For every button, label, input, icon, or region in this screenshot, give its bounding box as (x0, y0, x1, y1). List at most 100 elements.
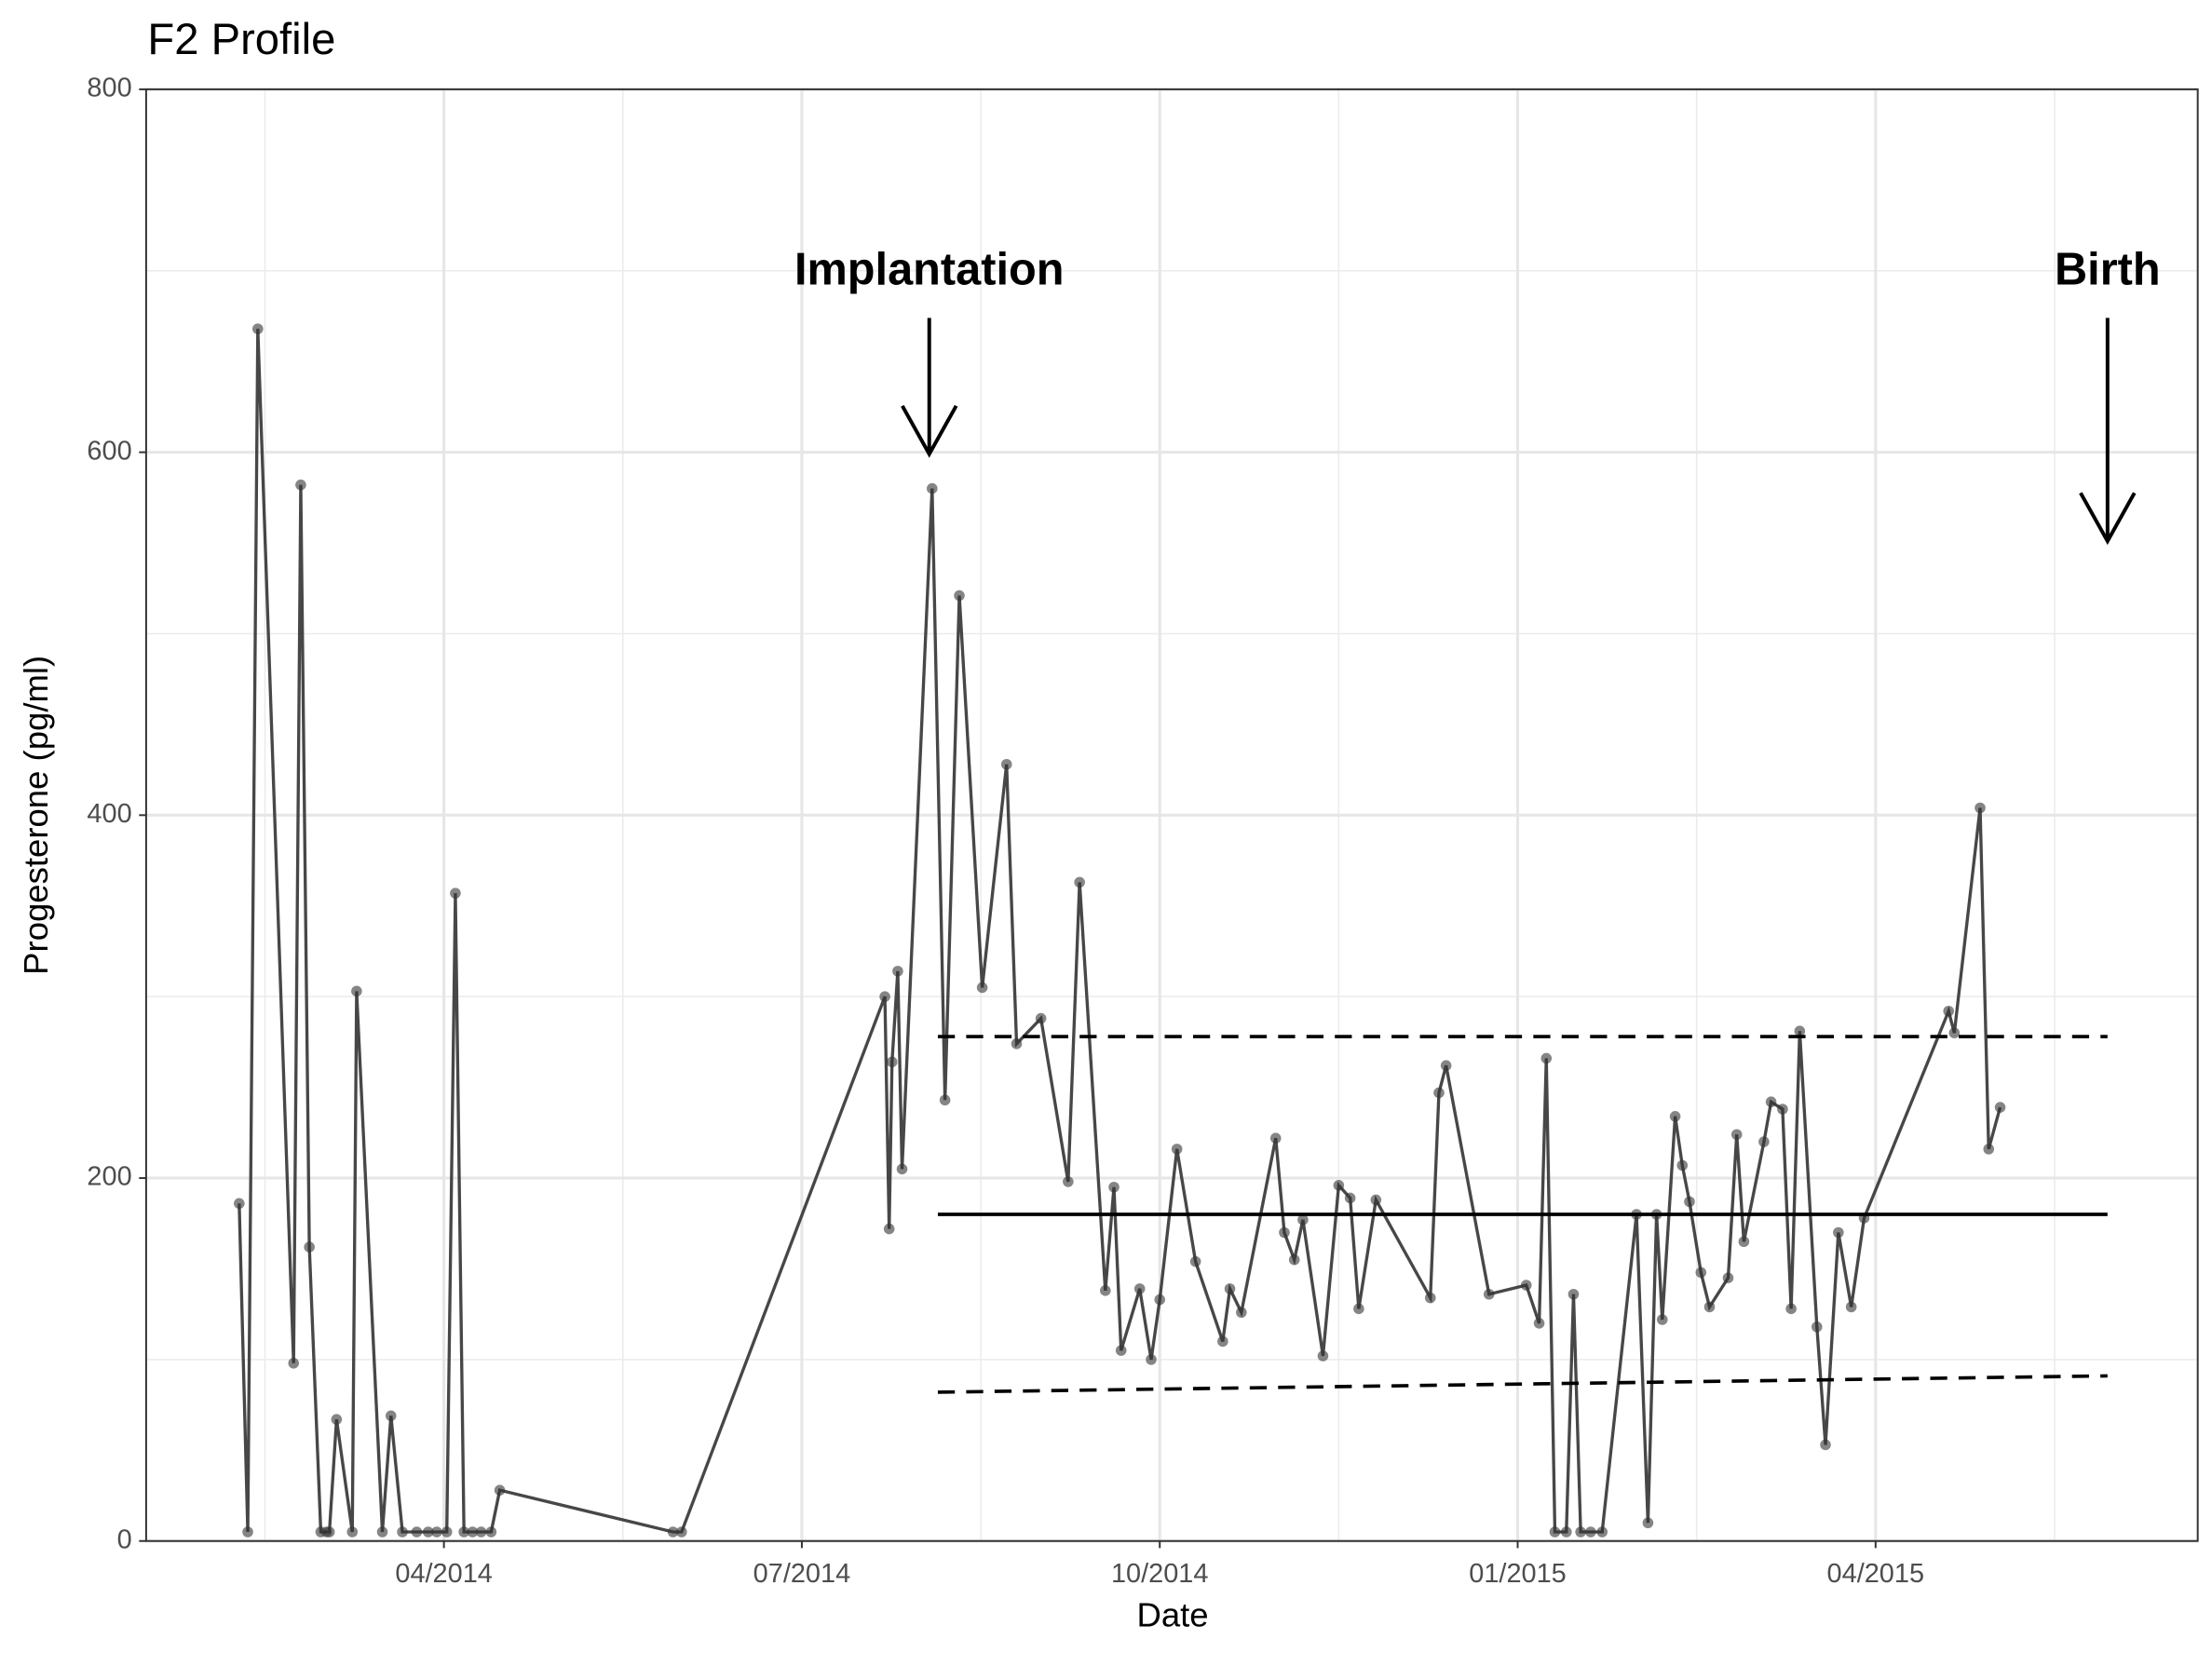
x-tick-label: 04/2014 (395, 1559, 493, 1589)
annotation-arrow (901, 318, 958, 458)
data-point (1236, 1307, 1247, 1319)
x-axis-title: Date (1136, 1596, 1208, 1634)
data-point (1344, 1192, 1356, 1204)
data-point (422, 1526, 434, 1538)
data-point (1575, 1526, 1586, 1538)
data-point (1703, 1301, 1716, 1313)
data-point (1567, 1288, 1580, 1300)
data-point (886, 1056, 898, 1068)
annotation-arrow (2079, 318, 2137, 546)
axes: 0 200 400 600 800 04/2014 07/2014 10/2014 01/201… (87, 74, 1924, 1589)
data-point (1279, 1226, 1290, 1239)
data-point (1943, 1005, 1954, 1017)
x-tick-label: 10/2014 (1111, 1559, 1209, 1589)
data-point (883, 1223, 895, 1235)
data-point (1642, 1517, 1654, 1529)
data-point (1975, 802, 1986, 814)
data-point (1440, 1060, 1452, 1072)
data-point (1656, 1314, 1668, 1325)
data-point (1758, 1136, 1770, 1147)
y-tick-label: 200 (87, 1162, 131, 1192)
data-point (1676, 1159, 1689, 1172)
data-point (1297, 1214, 1309, 1226)
data-point (927, 482, 938, 495)
reference-line (937, 1374, 2108, 1394)
data-point (441, 1526, 453, 1538)
data-point (1133, 1283, 1146, 1294)
data-point (1063, 1176, 1074, 1187)
data-point (1011, 1038, 1023, 1050)
data-point (976, 982, 988, 994)
data-point (1333, 1180, 1345, 1191)
data-point (1983, 1144, 1995, 1155)
data-point (1794, 1025, 1806, 1037)
data-point (892, 966, 903, 977)
x-tick-label: 01/2015 (1469, 1559, 1567, 1589)
data-point (242, 1526, 253, 1538)
data-point (288, 1357, 300, 1369)
data-point (323, 1526, 335, 1538)
data-point (1424, 1292, 1436, 1304)
x-tick-label: 07/2014 (753, 1559, 851, 1589)
data-point (1845, 1301, 1857, 1313)
data-point (1288, 1253, 1300, 1266)
annotation-label: Implantation (794, 245, 1065, 295)
data-point (667, 1526, 679, 1538)
data-point (1217, 1335, 1228, 1348)
data-point (1483, 1288, 1495, 1300)
y-tick-label: 800 (87, 74, 131, 103)
data-point (1669, 1110, 1681, 1122)
data-point (494, 1484, 506, 1496)
data-point (1224, 1283, 1236, 1294)
x-tick-label: 04/2015 (1827, 1559, 1925, 1589)
data-point (896, 1163, 908, 1175)
data-point (1533, 1318, 1545, 1329)
data-point (1189, 1255, 1201, 1267)
data-point (1433, 1087, 1445, 1099)
data-point (234, 1198, 245, 1210)
data-point (1738, 1236, 1750, 1248)
data-point (1000, 758, 1012, 770)
data-point (376, 1526, 388, 1538)
data-point (1100, 1285, 1111, 1296)
data-point (1171, 1144, 1183, 1155)
data-point (411, 1526, 423, 1538)
data-point (1722, 1272, 1734, 1283)
y-axis-title: Progesterone (pg/ml) (17, 656, 55, 975)
data-point (1269, 1132, 1282, 1144)
data-point (1520, 1280, 1532, 1291)
data-point (939, 1094, 951, 1106)
data-point (676, 1526, 687, 1538)
data-point (1115, 1345, 1127, 1356)
data-point (1820, 1439, 1831, 1451)
data-point (252, 323, 264, 334)
y-tick-label: 0 (117, 1524, 132, 1554)
data-point (467, 1526, 479, 1538)
data-point (1765, 1096, 1777, 1107)
data-point (1785, 1303, 1797, 1315)
data-point (475, 1526, 487, 1538)
data-point (1695, 1267, 1707, 1279)
data-point (397, 1526, 408, 1538)
data-point (1777, 1104, 1788, 1115)
chart-title: F2 Profile (147, 15, 335, 64)
data-point (485, 1526, 497, 1538)
data-point (431, 1526, 442, 1538)
data-point (1146, 1354, 1157, 1365)
data-point (1540, 1052, 1553, 1064)
data-point (1370, 1194, 1382, 1206)
data-point (1948, 1027, 1961, 1038)
data-point (351, 985, 362, 997)
data-point (1353, 1303, 1364, 1315)
data-point (1549, 1526, 1561, 1538)
data-point (1035, 1012, 1047, 1024)
data-point (1994, 1102, 2006, 1113)
data-point (1684, 1196, 1695, 1208)
y-tick-label: 400 (87, 799, 131, 829)
data-point (1833, 1226, 1844, 1239)
annotation-label: Birth (2055, 245, 2161, 295)
data-point (1317, 1350, 1329, 1362)
data-point (1108, 1181, 1120, 1193)
